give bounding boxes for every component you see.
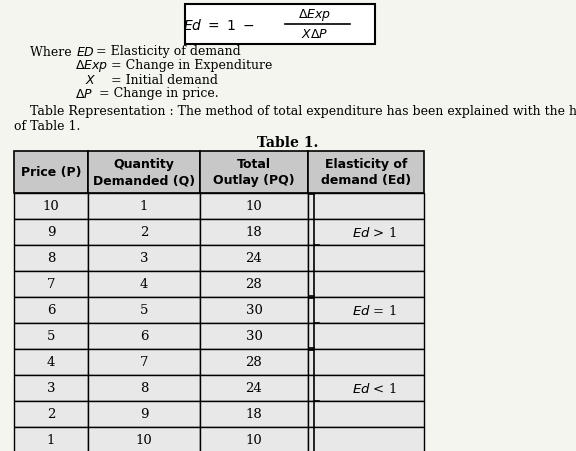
Text: 9: 9 [47,226,55,239]
Text: $X\Delta P$: $X\Delta P$ [301,28,328,41]
Bar [88,152,200,193]
Bar [308,152,424,193]
Bar [308,427,424,451]
Bar [185,5,375,45]
Text: = Elasticity of demand: = Elasticity of demand [92,46,241,58]
Text: 9: 9 [140,408,148,421]
Text: Where: Where [30,46,79,58]
Bar [88,272,200,297]
Text: = Initial demand: = Initial demand [107,74,218,86]
Text: 5: 5 [47,330,55,343]
Text: 10: 10 [135,433,153,446]
Text: 3: 3 [140,252,148,265]
Text: 4: 4 [47,356,55,368]
Bar [88,427,200,451]
Bar [200,323,308,349]
Text: 24: 24 [245,252,263,265]
Text: $\Delta Exp$: $\Delta Exp$ [298,7,332,23]
Text: 6: 6 [47,304,55,317]
Bar [14,272,88,297]
Text: $\mathit{Ed}$ = 1: $\mathit{Ed}$ = 1 [351,304,396,318]
Bar [308,297,424,323]
Text: Total
Outlay (PQ): Total Outlay (PQ) [213,158,295,187]
Bar [308,323,424,349]
Text: 8: 8 [140,382,148,395]
Bar [14,375,88,401]
Text: 5: 5 [140,304,148,317]
Bar [200,401,308,427]
Bar [308,220,424,245]
Text: 30: 30 [245,330,263,343]
Bar [200,375,308,401]
Text: = Change in Expenditure: = Change in Expenditure [107,60,272,72]
Bar [88,220,200,245]
Bar [88,297,200,323]
Text: 7: 7 [140,356,148,368]
Bar [14,193,88,220]
Bar [308,401,424,427]
Bar [14,349,88,375]
Bar [14,427,88,451]
Bar [308,272,424,297]
Bar [308,375,424,401]
Text: $\mathit{Ed}\ =\ 1\ -$: $\mathit{Ed}\ =\ 1\ -$ [183,18,255,32]
Bar [200,272,308,297]
Text: Table Representation : The method of total expenditure has been explained with t: Table Representation : The method of tot… [14,105,576,118]
Text: Table 1.: Table 1. [257,136,319,150]
Text: 24: 24 [245,382,263,395]
Bar [88,193,200,220]
Bar [200,152,308,193]
Text: Quantity
Demanded (Q): Quantity Demanded (Q) [93,158,195,187]
Text: $\Delta P$: $\Delta P$ [75,87,93,100]
Text: of Table 1.: of Table 1. [14,119,81,132]
Text: 10: 10 [245,200,263,213]
Bar [200,297,308,323]
Text: 7: 7 [47,278,55,291]
Bar [14,323,88,349]
Text: 10: 10 [43,200,59,213]
Text: $\mathit{X}$: $\mathit{X}$ [85,74,96,86]
Bar [200,245,308,272]
Text: Price (P): Price (P) [21,166,81,179]
Text: 28: 28 [245,278,263,291]
Text: $\mathit{Ed}$ > 1: $\mathit{Ed}$ > 1 [351,226,396,239]
Text: 6: 6 [140,330,148,343]
Bar [14,297,88,323]
Text: $\mathit{Ed}$ < 1: $\mathit{Ed}$ < 1 [351,381,396,395]
Text: 1: 1 [47,433,55,446]
Text: $\Delta\mathit{Exp}$: $\Delta\mathit{Exp}$ [75,58,108,74]
Text: $\mathit{ED}$: $\mathit{ED}$ [76,46,95,58]
Bar [308,245,424,272]
Text: 2: 2 [140,226,148,239]
Bar [308,193,424,220]
Bar [88,375,200,401]
Text: 10: 10 [245,433,263,446]
Bar [14,152,88,193]
Text: 8: 8 [47,252,55,265]
Bar [200,193,308,220]
Text: = Change in price.: = Change in price. [95,87,219,100]
Bar [14,401,88,427]
Text: 18: 18 [245,408,263,421]
Bar [200,427,308,451]
Text: Elasticity of
demand (Ed): Elasticity of demand (Ed) [321,158,411,187]
Bar [88,323,200,349]
Bar [200,220,308,245]
Bar [88,401,200,427]
Text: 28: 28 [245,356,263,368]
Bar [14,245,88,272]
Text: 4: 4 [140,278,148,291]
Text: 1: 1 [140,200,148,213]
Bar [14,220,88,245]
Text: 18: 18 [245,226,263,239]
Text: 3: 3 [47,382,55,395]
Text: 30: 30 [245,304,263,317]
Text: 2: 2 [47,408,55,421]
Bar [88,245,200,272]
Bar [88,349,200,375]
Bar [308,349,424,375]
Bar [200,349,308,375]
